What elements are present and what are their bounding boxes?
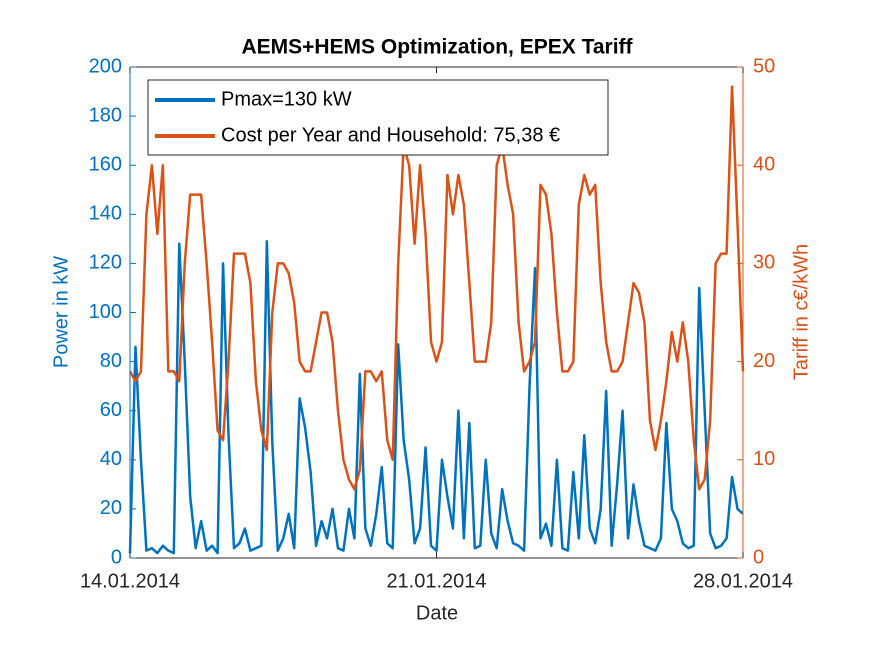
y-tick-label: 160 <box>89 153 122 175</box>
x-axis-label: Date <box>416 602 458 624</box>
y2-axis-label: Tariff in c€/kWh <box>790 244 812 380</box>
data-line <box>128 85 745 491</box>
y2-tick-label: 0 <box>753 546 764 568</box>
x-tick-label: 28.01.2014 <box>693 570 793 592</box>
y-axis-label: Power in kW <box>50 256 72 368</box>
y-tick-label: 20 <box>100 497 122 519</box>
x-tick-label: 14.01.2014 <box>80 570 180 592</box>
data-line <box>128 240 744 555</box>
y-tick-label: 0 <box>111 546 122 568</box>
y-tick-label: 140 <box>89 203 122 225</box>
legend-label: Pmax=130 kW <box>221 88 352 110</box>
y-tick-label: 180 <box>89 104 122 126</box>
y2-tick-label: 30 <box>753 252 775 274</box>
x-tick-label: 21.01.2014 <box>386 570 486 592</box>
y-tick-label: 40 <box>100 448 122 470</box>
y-tick-label: 120 <box>89 252 122 274</box>
y-tick-label: 200 <box>89 55 122 77</box>
y2-tick-label: 50 <box>753 55 775 77</box>
legend-label: Cost per Year and Household: 75,38 € <box>221 124 560 146</box>
y2-tick-label: 10 <box>753 448 775 470</box>
chart-title: AEMS+HEMS Optimization, EPEX Tariff <box>241 36 633 59</box>
y-tick-label: 80 <box>100 350 122 372</box>
y2-tick-label: 40 <box>753 153 775 175</box>
y-tick-label: 60 <box>100 399 122 421</box>
y-tick-label: 100 <box>89 301 122 323</box>
legend-box <box>147 79 609 156</box>
y2-tick-label: 20 <box>753 350 775 372</box>
